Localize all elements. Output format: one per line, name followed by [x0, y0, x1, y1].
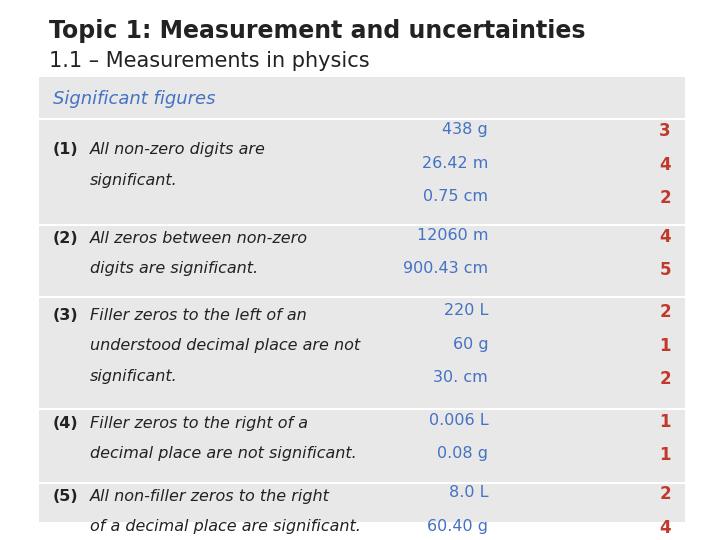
Text: Significant figures: Significant figures [53, 90, 215, 107]
Text: 3: 3 [660, 123, 671, 140]
FancyBboxPatch shape [39, 77, 685, 522]
Text: 60.40 g: 60.40 g [427, 519, 488, 534]
Text: decimal place are not significant.: decimal place are not significant. [90, 446, 356, 461]
Text: (4): (4) [53, 416, 78, 431]
Text: 2: 2 [660, 485, 671, 503]
Text: 0.08 g: 0.08 g [437, 446, 488, 461]
Text: 2: 2 [660, 190, 671, 207]
Text: 900.43 cm: 900.43 cm [403, 261, 488, 276]
Text: 0.006 L: 0.006 L [428, 413, 488, 428]
Text: 2: 2 [660, 303, 671, 321]
Text: (2): (2) [53, 231, 78, 246]
Text: 1: 1 [660, 446, 671, 464]
Text: 60 g: 60 g [453, 336, 488, 352]
Text: 4: 4 [660, 519, 671, 537]
Text: 8.0 L: 8.0 L [449, 485, 488, 501]
Text: (5): (5) [53, 489, 78, 503]
Text: 12060 m: 12060 m [417, 228, 488, 243]
Text: 5: 5 [660, 261, 671, 279]
Text: Filler zeros to the right of a: Filler zeros to the right of a [90, 416, 308, 431]
Text: 4: 4 [660, 228, 671, 246]
Text: 1: 1 [660, 413, 671, 430]
Text: 4: 4 [660, 156, 671, 174]
Text: significant.: significant. [90, 173, 178, 188]
Text: All non-zero digits are: All non-zero digits are [90, 143, 266, 157]
Text: understood decimal place are not: understood decimal place are not [90, 338, 360, 353]
Text: of a decimal place are significant.: of a decimal place are significant. [90, 519, 361, 534]
Text: (3): (3) [53, 308, 78, 323]
Text: Filler zeros to the left of an: Filler zeros to the left of an [90, 308, 307, 323]
Text: All non-filler zeros to the right: All non-filler zeros to the right [90, 489, 330, 503]
Text: 220 L: 220 L [444, 303, 488, 318]
Text: digits are significant.: digits are significant. [90, 261, 258, 276]
Text: 2: 2 [660, 370, 671, 388]
Text: 1.1 – Measurements in physics: 1.1 – Measurements in physics [49, 51, 370, 71]
Text: 438 g: 438 g [443, 123, 488, 137]
Text: Topic 1: Measurement and uncertainties: Topic 1: Measurement and uncertainties [49, 19, 585, 43]
Text: 30. cm: 30. cm [433, 370, 488, 385]
Text: 26.42 m: 26.42 m [422, 156, 488, 171]
Text: significant.: significant. [90, 369, 178, 383]
Text: (1): (1) [53, 143, 78, 157]
Text: 0.75 cm: 0.75 cm [423, 190, 488, 205]
Text: 1: 1 [660, 336, 671, 355]
Text: All zeros between non-zero: All zeros between non-zero [90, 231, 308, 246]
